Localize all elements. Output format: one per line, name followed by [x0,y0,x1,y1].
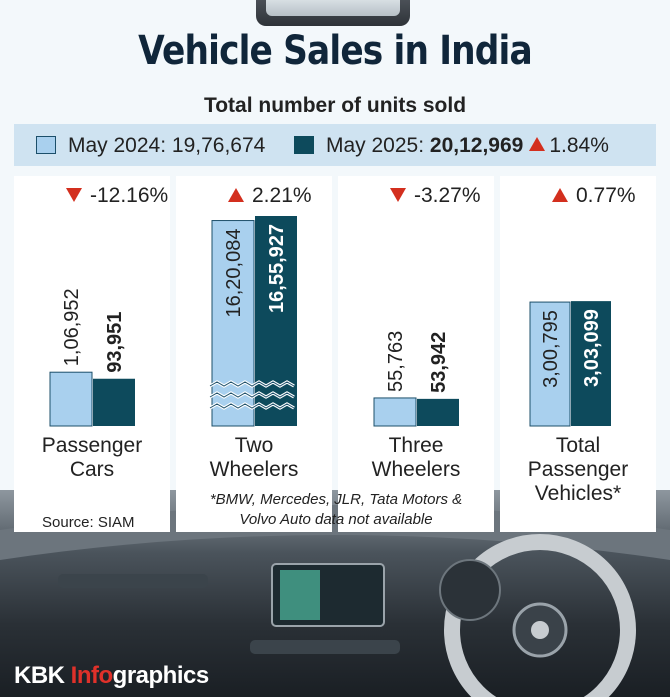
category-label: Wheelers [372,458,461,481]
bar-may-2025 [417,398,459,426]
change-label: 0.77% [576,184,636,207]
data-label: 55,763 [385,331,407,392]
data-label: 93,951 [104,312,126,373]
speedometer-icon [439,559,501,621]
brand-logo: KBK Infographics [14,662,209,690]
source-note: Source: SIAM [42,514,135,531]
category-label: Passenger [528,458,628,481]
legend-swatch-2025 [294,136,314,154]
bar-may-2024 [49,371,93,427]
footnote-line: Volvo Auto data not available [239,511,432,528]
data-label: 16,55,927 [266,224,288,313]
change-label: -3.27% [414,184,481,207]
category-label: Wheelers [210,458,299,481]
axis-break-line [209,381,295,387]
legend: May 2024: 19,76,674 May 2025: 20,12,969 1… [14,124,656,166]
legend-total-2025: 20,12,969 [429,134,524,157]
change-label: 2.21% [252,184,312,207]
brand-suffix: graphics [112,662,210,689]
data-label: 53,942 [428,332,450,393]
category-label: Total [556,434,600,457]
legend-label-2025: May 2025: [326,134,425,157]
axis-break-line [209,392,295,398]
footnote-line: *BMW, Mercedes, JLR, Tata Motors & [210,491,462,508]
chart-column-panel [338,176,494,532]
data-label: 16,20,084 [223,229,245,318]
axis-break-line [209,403,295,409]
legend-label-2024: May 2024: [68,134,167,157]
legend-may-2025: May 2025: 20,12,969 1.84% [294,134,609,158]
mirror-glass [266,0,400,16]
chart-subtitle: Total number of units sold [203,94,467,117]
left-air-vent-icon [58,574,208,588]
up-arrow-icon [228,188,244,202]
page-title: Vehicle Sales in India [138,28,533,74]
bar-may-2025 [93,378,135,426]
legend-may-2024: May 2024: 19,76,674 [36,134,265,158]
down-arrow-icon [390,188,406,202]
bar-may-2024 [373,397,417,427]
data-label: 3,03,099 [581,309,603,387]
brand-highlight: Info [70,662,113,689]
up-arrow-icon [552,188,568,202]
legend-total-change: 1.84% [549,134,609,157]
category-label: Vehicles* [535,482,621,505]
category-label: Cars [70,458,114,481]
bar-may-2024 [211,220,255,427]
steering-logo [531,621,549,639]
category-label: Three [389,434,444,457]
up-arrow-icon [529,137,546,151]
screen-map [280,570,320,620]
center-air-vent-icon [250,640,400,654]
change-label: -12.16% [90,184,168,207]
bar-may-2024 [529,301,571,427]
legend-swatch-2024 [36,136,56,154]
bar-may-2025 [571,301,611,426]
chart-column-panel [14,176,170,532]
brand-prefix: KBK [14,662,71,689]
category-label: Passenger [42,434,142,457]
data-label: 3,00,795 [540,310,562,388]
category-label: Two [235,434,274,457]
bar-may-2025 [255,216,297,426]
data-label: 1,06,952 [61,288,83,366]
down-arrow-icon [66,188,82,202]
legend-total-2024: 19,76,674 [171,134,266,157]
steering-wheel-icon [444,534,636,697]
